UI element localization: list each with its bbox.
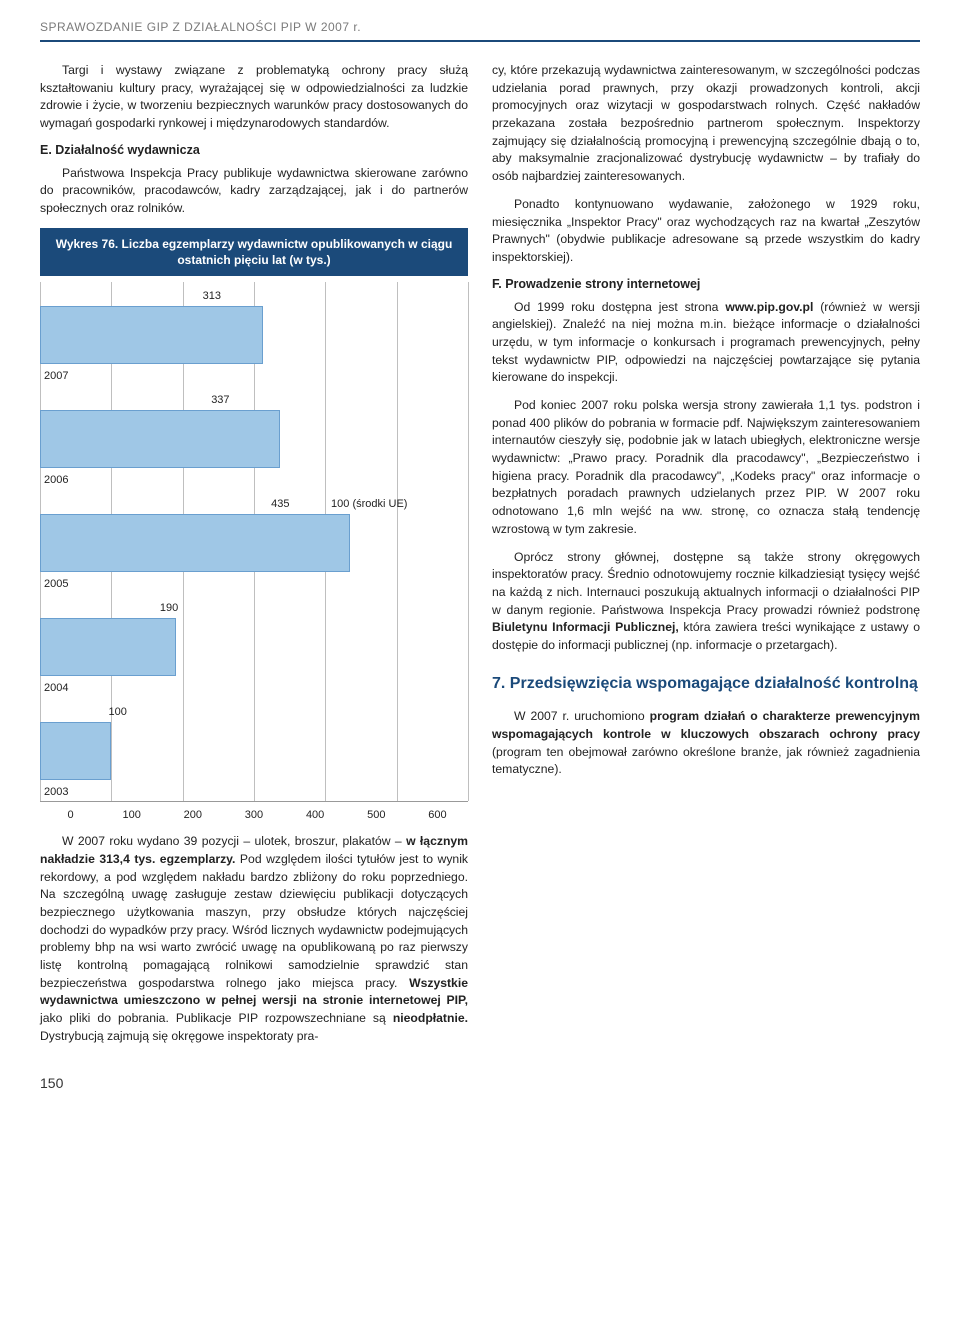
ylabel-2003: 2003 — [44, 786, 68, 798]
ylabel-2005: 2005 — [44, 578, 68, 590]
right-para-1: cy, które przekazują wydawnictwa zainter… — [492, 62, 920, 186]
left-para-2: Państwowa Inspekcja Pracy publikuje wyda… — [40, 165, 468, 218]
xtick-2: 200 — [162, 809, 223, 821]
page-number: 150 — [40, 1055, 920, 1091]
right-para-4: Pod koniec 2007 roku polska wersja stron… — [492, 397, 920, 539]
xtick-5: 500 — [346, 809, 407, 821]
content-columns: Targi i wystawy związane z problematyką … — [40, 62, 920, 1055]
ylabel-2006: 2006 — [44, 474, 68, 486]
right-para-2: Ponadto kontynuowano wydawanie, założone… — [492, 196, 920, 267]
right-para-6: W 2007 r. uruchomiono program działań o … — [492, 708, 920, 779]
bar-2004 — [40, 618, 176, 676]
page: SPRAWOZDANIE GIP Z DZIAŁALNOŚCI PIP W 20… — [0, 0, 960, 1121]
right-para-3: Od 1999 roku dostępna jest strona www.pi… — [492, 299, 920, 387]
right-column: cy, które przekazują wydawnictwa zainter… — [492, 62, 920, 1055]
left-para-3: W 2007 roku wydano 39 pozycji – ulotek, … — [40, 833, 468, 1045]
section-e-heading: E. Działalność wydawnicza — [40, 143, 468, 157]
left-column: Targi i wystawy związane z problematyką … — [40, 62, 468, 1055]
bar-value-2006: 337 — [211, 394, 229, 406]
chart-x-axis: 0 100 200 300 400 500 600 — [40, 806, 468, 833]
xtick-6: 600 — [407, 809, 468, 821]
section-7-heading: 7. Przedsięwzięcia wspomagające działaln… — [492, 673, 920, 695]
bar-2007 — [40, 306, 263, 364]
bar-2005 — [40, 514, 350, 572]
bar-value-2007: 313 — [203, 290, 221, 302]
bar-annot-2005-ue: 100 (środki UE) — [331, 498, 407, 510]
bar-value-2004: 190 — [160, 602, 178, 614]
section-f-heading: F. Prowadzenie strony internetowej — [492, 277, 920, 291]
chart-76: 2007 313 2006 337 2005 435 100 (środki U… — [40, 282, 468, 802]
page-header: SPRAWOZDANIE GIP Z DZIAŁALNOŚCI PIP W 20… — [40, 20, 920, 42]
right-para-5: Oprócz strony głównej, dostępne są także… — [492, 549, 920, 655]
bar-2006 — [40, 410, 280, 468]
bar-2003 — [40, 722, 111, 780]
ylabel-2007: 2007 — [44, 370, 68, 382]
chart-title: Wykres 76. Liczba egzemplarzy wydawnictw… — [40, 228, 468, 276]
xtick-1: 100 — [101, 809, 162, 821]
xtick-4: 400 — [285, 809, 346, 821]
ylabel-2004: 2004 — [44, 682, 68, 694]
left-para-1: Targi i wystawy związane z problematyką … — [40, 62, 468, 133]
bar-value-2003: 100 — [108, 706, 126, 718]
chart-area: 2007 313 2006 337 2005 435 100 (środki U… — [40, 282, 468, 801]
bar-value-2005: 435 — [271, 498, 289, 510]
xtick-0: 0 — [40, 809, 101, 821]
xtick-3: 300 — [223, 809, 284, 821]
